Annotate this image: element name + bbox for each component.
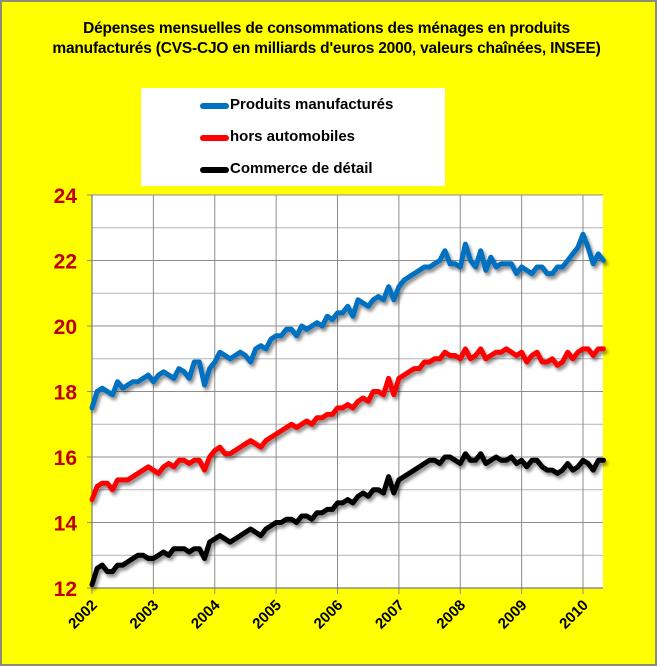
series-line-commerce-de-detail bbox=[89, 451, 606, 588]
legend-item-hors-automobiles: hors automobiles bbox=[200, 128, 356, 148]
x-tick-label: 2007 bbox=[372, 597, 408, 633]
y-tick-label: 20 bbox=[54, 316, 77, 339]
y-tick-label: 14 bbox=[54, 513, 78, 536]
x-tick-label: 2003 bbox=[127, 597, 163, 633]
y-tick-label: 18 bbox=[54, 382, 78, 405]
series-line-hors-automobiles bbox=[89, 346, 606, 503]
legend-item-produits-manufactures: Produits manufacturés bbox=[200, 96, 394, 116]
x-tick-label: 2010 bbox=[556, 597, 592, 633]
legend: Produits manufacturés hors automobiles C… bbox=[141, 88, 445, 186]
chart-title-line-2: manufacturés (CVS-CJO en milliards d'eur… bbox=[52, 40, 601, 57]
legend-swatch-blue bbox=[200, 103, 229, 109]
y-tick-label: 12 bbox=[54, 578, 77, 601]
legend-swatch-black bbox=[200, 167, 229, 173]
legend-label: Produits manufacturés bbox=[230, 96, 394, 113]
series-group bbox=[89, 231, 606, 588]
x-tick-label: 2002 bbox=[65, 597, 101, 633]
legend-label: hors automobiles bbox=[230, 128, 356, 145]
chart-title: Dépenses mensuelles de consommations des… bbox=[0, 19, 653, 59]
y-tick-label: 16 bbox=[54, 447, 77, 470]
series-line-produits-manufactures bbox=[89, 231, 606, 411]
legend-swatch-red bbox=[200, 135, 229, 141]
y-tick-label: 24 bbox=[54, 185, 78, 208]
x-tick-label: 2006 bbox=[311, 597, 347, 633]
chart-title-line-1: Dépenses mensuelles de consommations des… bbox=[83, 20, 570, 37]
x-tick-label: 2005 bbox=[249, 597, 285, 633]
x-tick-label: 2008 bbox=[433, 597, 469, 633]
legend-label: Commerce de détail bbox=[230, 160, 373, 177]
legend-item-commerce-de-detail: Commerce de détail bbox=[200, 160, 373, 180]
x-tick-label: 2004 bbox=[188, 596, 224, 632]
axes bbox=[91, 195, 603, 589]
y-tick-label: 22 bbox=[54, 251, 77, 274]
x-tick-label: 2009 bbox=[495, 597, 531, 633]
